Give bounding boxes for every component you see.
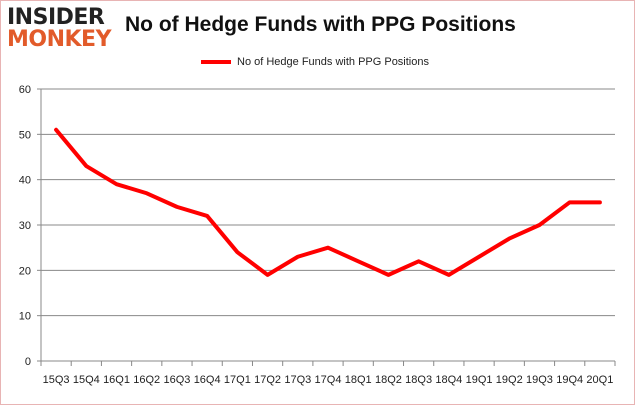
series-line: [54, 127, 602, 277]
x-tick-label: 17Q2: [254, 374, 281, 386]
insider-monkey-logo: INSIDER MONKEY: [7, 5, 117, 53]
x-tick-label: 18Q1: [345, 374, 372, 386]
logo-line2: MONKEY: [7, 27, 112, 52]
x-tick-label: 18Q3: [405, 374, 432, 386]
x-tick-label: 18Q2: [375, 374, 402, 386]
x-tick-label: 17Q1: [224, 374, 251, 386]
x-tick-label: 16Q2: [133, 374, 160, 386]
y-tick-label: 10: [19, 311, 31, 323]
logo-line1: INSIDER: [7, 5, 105, 30]
x-tick-label: 20Q1: [586, 374, 613, 386]
x-tick-label: 19Q2: [496, 374, 523, 386]
x-tick-label: 15Q4: [73, 374, 100, 386]
x-tick-label: 16Q1: [103, 374, 130, 386]
x-tick-label: 17Q3: [284, 374, 311, 386]
legend: No of Hedge Funds with PPG Positions: [201, 56, 429, 68]
legend-swatch: [201, 60, 231, 64]
y-tick-label: 30: [19, 220, 31, 232]
y-tick-label: 60: [19, 84, 31, 96]
x-tick-label: 16Q4: [194, 374, 221, 386]
y-tick-label: 50: [19, 129, 31, 141]
y-tick-label: 40: [19, 175, 31, 187]
x-tick-label: 16Q3: [163, 374, 190, 386]
chart-title: No of Hedge Funds with PPG Positions: [125, 13, 516, 36]
x-tick-label: 19Q3: [526, 374, 553, 386]
y-tick-label: 20: [19, 265, 31, 277]
y-tick-label: 0: [25, 356, 31, 368]
x-tick-label: 15Q3: [43, 374, 70, 386]
legend-label: No of Hedge Funds with PPG Positions: [237, 56, 429, 68]
x-tick-label: 18Q4: [435, 374, 462, 386]
x-tick-label: 19Q4: [556, 374, 583, 386]
x-tick-label: 19Q1: [466, 374, 493, 386]
x-tick-label: 17Q4: [315, 374, 342, 386]
